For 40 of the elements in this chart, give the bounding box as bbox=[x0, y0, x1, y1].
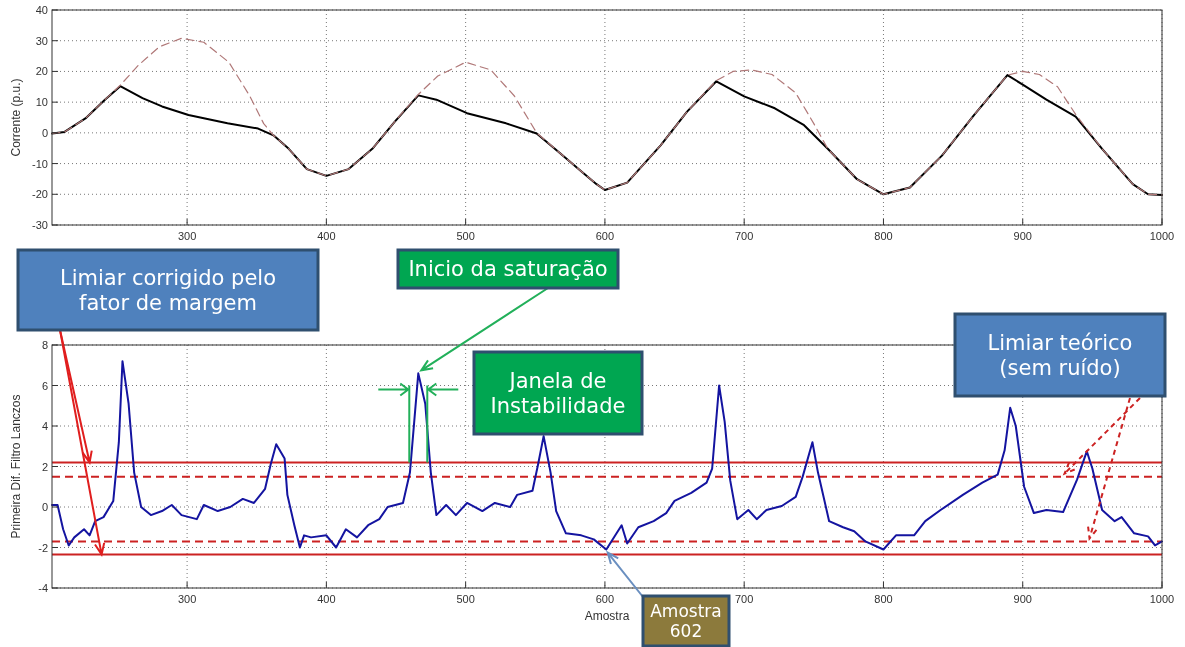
y-tick-label: 8 bbox=[41, 339, 48, 351]
y-axis-title: Primeira Dif. Filtro Lanczos bbox=[9, 394, 23, 539]
x-tick-label: 400 bbox=[317, 593, 336, 605]
x-tick-label: 300 bbox=[177, 593, 197, 605]
x-tick-label: 900 bbox=[1013, 230, 1032, 242]
y-tick-label: -10 bbox=[32, 157, 48, 170]
x-tick-label: 1000 bbox=[1149, 593, 1175, 605]
x-tick-label: 1000 bbox=[1149, 230, 1175, 242]
line-series bbox=[51, 360, 1163, 551]
x-tick-label: 700 bbox=[735, 230, 754, 242]
x-axis-title: Amostra bbox=[584, 609, 630, 623]
x-tick-label: 300 bbox=[177, 230, 197, 242]
annotation: Limiar teórico (sem ruído) bbox=[987, 330, 1133, 380]
x-tick-label: 900 bbox=[1013, 593, 1032, 605]
y-tick-label: 6 bbox=[41, 379, 48, 392]
x-tick-label: 500 bbox=[456, 230, 475, 242]
y-axis-title: Corrente (p.u.) bbox=[9, 78, 23, 157]
x-tick-label: 700 bbox=[735, 593, 754, 605]
annotation: Limiar corrigido pelo fator de margem bbox=[59, 265, 277, 315]
y-tick-label: 0 bbox=[41, 126, 48, 139]
y-tick-label: -30 bbox=[32, 219, 48, 231]
y-tick-label: 10 bbox=[35, 96, 48, 109]
y-tick-label: 4 bbox=[41, 420, 48, 432]
y-tick-label: -4 bbox=[38, 582, 48, 594]
y-tick-label: 20 bbox=[35, 65, 48, 78]
x-tick-label: 600 bbox=[595, 593, 615, 605]
y-tick-label: 30 bbox=[35, 34, 48, 47]
annotation: Inicio da saturação bbox=[408, 257, 608, 282]
annotation: Janela de Instabilidade bbox=[490, 368, 626, 418]
annotation: Amostra 602 bbox=[650, 600, 722, 642]
x-tick-label: 800 bbox=[874, 593, 893, 605]
x-tick-label: 800 bbox=[874, 230, 893, 242]
y-tick-label: 0 bbox=[41, 501, 48, 513]
y-tick-label: -2 bbox=[38, 541, 48, 554]
x-tick-label: 500 bbox=[456, 593, 475, 605]
x-tick-label: 400 bbox=[317, 230, 336, 242]
y-tick-label: 2 bbox=[41, 460, 48, 473]
y-tick-label: -20 bbox=[32, 188, 48, 201]
y-tick-label: 40 bbox=[35, 4, 48, 16]
x-tick-label: 600 bbox=[595, 230, 615, 242]
